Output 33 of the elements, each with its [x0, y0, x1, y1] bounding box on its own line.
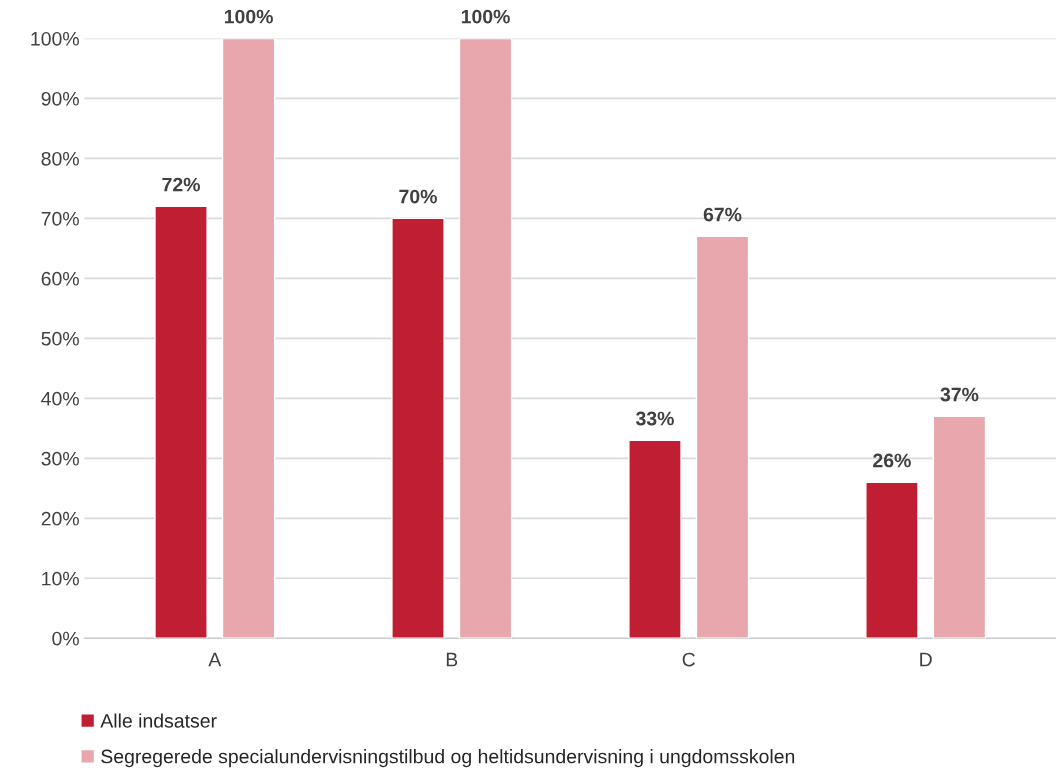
data-label: 67% [703, 207, 742, 222]
y-tick-label: 80% [41, 151, 79, 166]
bar [458, 38, 513, 639]
x-tick-label: D [920, 652, 932, 667]
bar [695, 235, 750, 639]
y-tick-label: 70% [41, 211, 79, 226]
x-tick-label: B [446, 652, 458, 667]
data-label: 37% [940, 387, 979, 402]
y-tick-label: 10% [42, 571, 79, 586]
y-tick-label: 20% [41, 511, 79, 526]
data-label: 100% [224, 9, 273, 24]
bar [154, 205, 208, 639]
data-label: 26% [873, 453, 911, 468]
y-tick-label: 100% [31, 31, 79, 46]
y-tick-label: 50% [41, 331, 79, 346]
y-tick-label: 40% [41, 391, 79, 406]
data-label: 70% [399, 189, 437, 204]
bar [932, 415, 987, 639]
bar [221, 38, 276, 639]
y-tick-label: 90% [41, 91, 79, 106]
data-label: 100% [461, 9, 510, 24]
legend-label: Alle indsatser [100, 713, 217, 728]
y-tick-label: 0% [52, 631, 79, 646]
data-label: 33% [635, 411, 674, 426]
y-tick-label: 60% [41, 271, 79, 286]
legend-label: Segregerede specialundervisningstilbud og heltidsundervisning i ungdomsskolen [101, 749, 795, 768]
bar [865, 481, 919, 639]
data-label: 72% [162, 177, 200, 192]
x-tick-label: C [682, 652, 695, 667]
x-tick-label: A [208, 652, 222, 667]
y-tick-label: 30% [41, 451, 79, 466]
bar [628, 439, 682, 639]
bar [391, 217, 445, 639]
